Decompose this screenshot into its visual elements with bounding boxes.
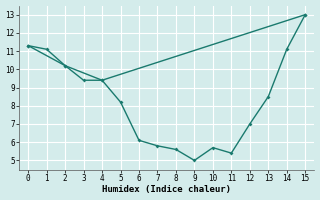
X-axis label: Humidex (Indice chaleur): Humidex (Indice chaleur) (102, 185, 231, 194)
